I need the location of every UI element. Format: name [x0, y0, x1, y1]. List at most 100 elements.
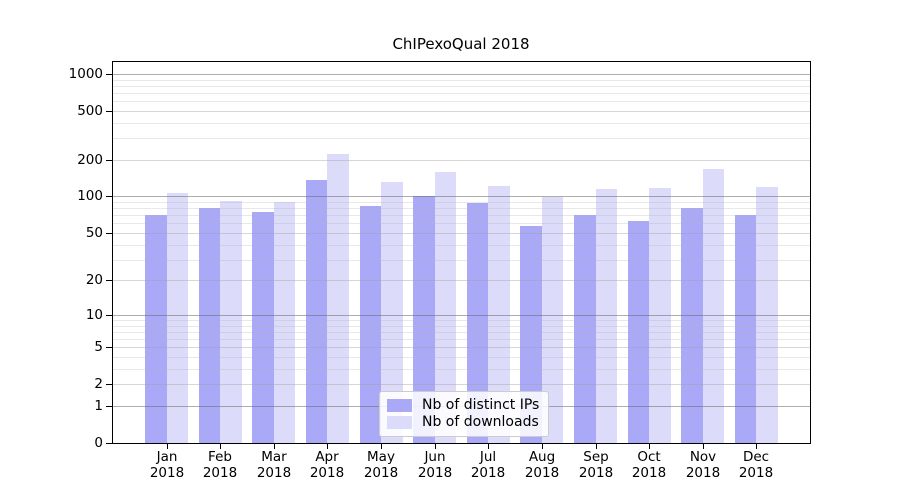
- gridline-600: [113, 100, 810, 102]
- gridline-70: [113, 214, 810, 216]
- bar-distinct-ips-dec: [734, 215, 757, 443]
- gridline-8: [113, 325, 810, 327]
- y-tick-label-5: 5: [94, 339, 103, 355]
- gridline-10: [113, 314, 810, 316]
- x-tick-label-oct: Oct 2018: [621, 449, 677, 481]
- x-tick-label-jul: Jul 2018: [460, 449, 516, 481]
- x-label-month: Mar: [261, 449, 287, 465]
- y-tick-20: [106, 280, 112, 281]
- y-tick-0: [106, 443, 112, 444]
- bars-layer: [113, 62, 810, 443]
- bar-distinct-ips-sep: [574, 215, 596, 443]
- x-label-month: Jul: [479, 449, 497, 465]
- bar-downloads-aug: [541, 196, 564, 443]
- bar-distinct-ips-may: [359, 206, 382, 443]
- gridline-9: [113, 319, 810, 321]
- y-tick-1000: [106, 74, 112, 75]
- gridline-90: [113, 201, 810, 203]
- bar-distinct-ips-nov: [681, 208, 703, 443]
- y-tick-200: [106, 160, 112, 161]
- bar-downloads-oct: [649, 188, 671, 443]
- x-tick-label-nov: Nov 2018: [675, 449, 731, 481]
- legend: Nb of distinct IPs Nb of downloads: [379, 391, 549, 437]
- legend-label-downloads: Nb of downloads: [422, 414, 539, 430]
- gridline-700: [113, 92, 810, 94]
- chart-title: ChIPexoQual 2018: [392, 35, 530, 53]
- bar-distinct-ips-aug: [520, 226, 542, 443]
- x-tick-jun: [435, 443, 436, 449]
- y-tick-100: [106, 196, 112, 197]
- y-tick-label-100: 100: [77, 188, 103, 204]
- x-tick-oct: [649, 443, 650, 449]
- gridline-500: [113, 110, 810, 112]
- x-label-month: Dec: [742, 449, 770, 465]
- gridline-100: [113, 195, 810, 197]
- x-label-year: 2018: [738, 464, 774, 481]
- legend-swatch-downloads: [387, 416, 412, 429]
- y-tick-500: [106, 111, 112, 112]
- x-label-year: 2018: [417, 464, 453, 481]
- bar-distinct-ips-jul: [466, 203, 489, 443]
- y-tick-label-50: 50: [85, 225, 103, 241]
- gridline-80: [113, 207, 810, 209]
- x-tick-label-aug: Aug 2018: [514, 449, 570, 481]
- x-tick-dec: [756, 443, 757, 449]
- x-tick-label-sep: Sep 2018: [568, 449, 624, 481]
- gridline-20: [113, 279, 810, 281]
- y-tick-label-20: 20: [85, 272, 103, 288]
- x-tick-label-dec: Dec 2018: [728, 449, 784, 481]
- x-tick-sep: [596, 443, 597, 449]
- gridline-60: [113, 222, 810, 224]
- x-label-year: 2018: [363, 464, 399, 481]
- gridlines-layer: [113, 62, 810, 443]
- x-label-month: Feb: [208, 449, 232, 465]
- bar-downloads-sep: [595, 188, 618, 443]
- x-tick-label-apr: Apr 2018: [299, 449, 355, 481]
- x-tick-jul: [488, 443, 489, 449]
- legend-swatch-distinct-ips: [387, 399, 412, 412]
- y-tick-label-0: 0: [94, 435, 103, 451]
- x-tick-label-jan: Jan 2018: [139, 449, 195, 481]
- legend-label-distinct-ips: Nb of distinct IPs: [422, 397, 540, 413]
- plot-area: Nb of distinct IPs Nb of downloads: [112, 61, 811, 444]
- x-label-year: 2018: [149, 464, 185, 481]
- x-label-year: 2018: [578, 464, 614, 481]
- x-label-month: Sep: [583, 449, 609, 465]
- y-tick-label-500: 500: [77, 103, 103, 119]
- x-label-year: 2018: [631, 464, 667, 481]
- bar-downloads-nov: [702, 169, 725, 443]
- gridline-30: [113, 259, 810, 261]
- gridline-40: [113, 244, 810, 246]
- gridline-6: [113, 338, 810, 340]
- x-label-year: 2018: [470, 464, 506, 481]
- gridline-3: [113, 368, 810, 370]
- x-tick-nov: [703, 443, 704, 449]
- x-label-month: Oct: [637, 449, 661, 465]
- x-tick-jan: [167, 443, 168, 449]
- gridline-200: [113, 159, 810, 161]
- x-tick-apr: [327, 443, 328, 449]
- x-tick-aug: [542, 443, 543, 449]
- y-tick-label-1: 1: [94, 398, 103, 414]
- bar-downloads-jul: [488, 185, 510, 443]
- bar-distinct-ips-jun: [413, 195, 435, 443]
- x-label-month: Aug: [528, 449, 556, 465]
- x-tick-mar: [274, 443, 275, 449]
- y-tick-10: [106, 315, 112, 316]
- y-tick-label-2: 2: [94, 376, 103, 392]
- x-tick-feb: [220, 443, 221, 449]
- x-tick-may: [381, 443, 382, 449]
- x-label-year: 2018: [256, 464, 292, 481]
- gridline-1000: [113, 73, 810, 75]
- legend-item-downloads: Nb of downloads: [387, 414, 540, 431]
- gridline-50: [113, 232, 810, 234]
- gridline-800: [113, 85, 810, 87]
- bar-distinct-ips-oct: [627, 220, 650, 443]
- y-tick-label-200: 200: [77, 152, 103, 168]
- y-tick-50: [106, 233, 112, 234]
- x-label-month: Jun: [424, 449, 446, 465]
- legend-item-distinct-ips: Nb of distinct IPs: [387, 397, 540, 414]
- gridline-400: [113, 122, 810, 124]
- y-tick-5: [106, 347, 112, 348]
